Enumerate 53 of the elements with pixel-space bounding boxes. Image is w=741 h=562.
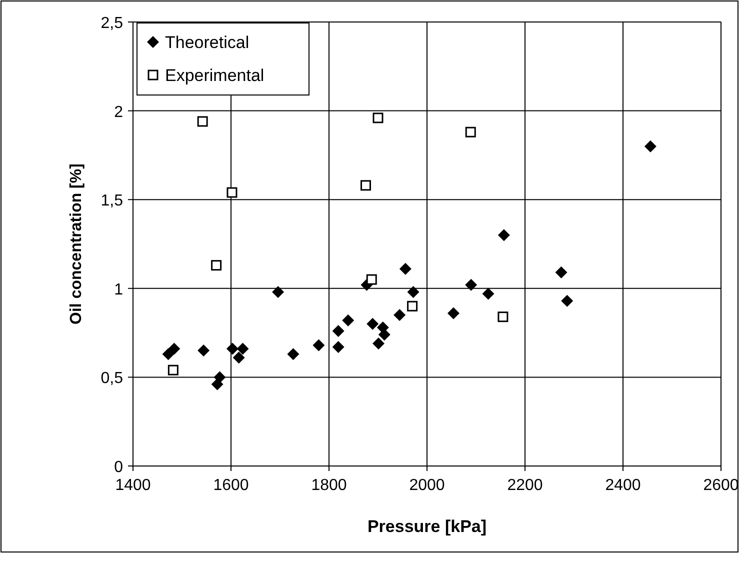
y-tick-label: 1,5 [100, 192, 124, 210]
point [561, 294, 574, 307]
point [342, 314, 354, 326]
point [332, 325, 344, 338]
x-tick-label: 1400 [115, 477, 151, 494]
point [162, 348, 174, 360]
point [211, 260, 222, 271]
point [407, 286, 420, 298]
x-tick-label: 2200 [507, 477, 543, 494]
point [211, 378, 224, 390]
x-tick-label: 2000 [409, 477, 445, 494]
point [287, 348, 300, 360]
point [498, 312, 508, 322]
point [232, 352, 245, 364]
x-tick-label: 1800 [311, 477, 347, 494]
y-tick-label: 2,5 [100, 15, 124, 32]
point [555, 266, 568, 278]
point [482, 288, 494, 300]
point [236, 342, 249, 355]
point [378, 328, 390, 341]
point [197, 116, 208, 127]
x-tick-label: 2600 [703, 477, 739, 494]
point [465, 278, 478, 291]
y-tick-label: 2 [114, 104, 124, 121]
point [198, 344, 210, 357]
point [366, 318, 379, 330]
y-tick-label: 1 [114, 281, 124, 298]
point [394, 309, 406, 322]
x-tick-label: 1600 [213, 477, 249, 494]
point [332, 341, 344, 354]
point [447, 307, 460, 320]
legend-label: Experimental [165, 66, 264, 85]
point [272, 286, 284, 298]
point [372, 112, 384, 124]
point [226, 187, 238, 198]
point [366, 274, 377, 285]
point [226, 342, 238, 355]
x-axis-title: Pressure [kPa] [367, 517, 487, 536]
point [465, 126, 476, 138]
legend-label: Theoretical [165, 33, 250, 52]
point [498, 229, 510, 242]
point [399, 262, 412, 275]
y-axis-title: Oil concentration [%] [68, 164, 85, 324]
point [168, 342, 180, 355]
point [407, 300, 418, 312]
point [644, 140, 656, 152]
point [360, 180, 371, 191]
x-tick-label: 2400 [605, 477, 641, 494]
y-tick-label: 0,5 [100, 370, 124, 388]
point [372, 337, 384, 350]
point [312, 339, 325, 352]
y-tick-label: 0 [114, 459, 124, 476]
point [168, 364, 178, 376]
